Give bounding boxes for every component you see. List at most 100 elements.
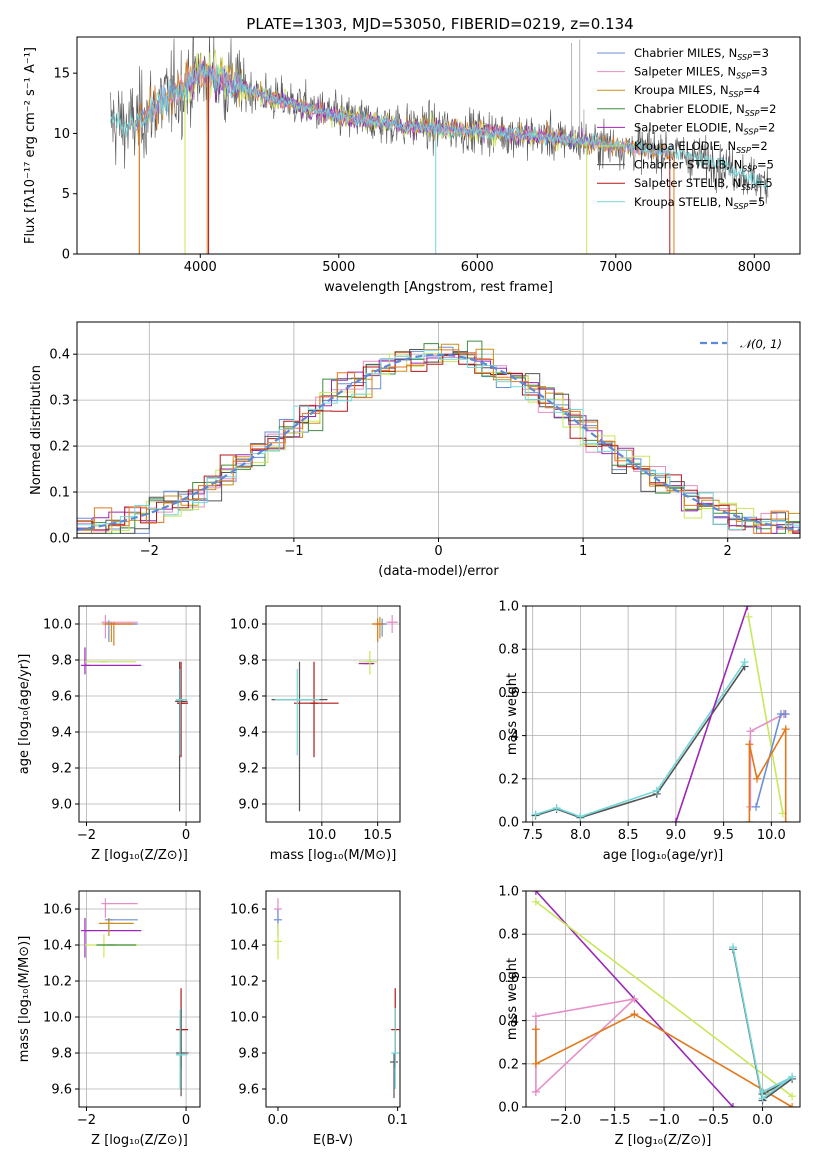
y-tick-label: 10.6	[230, 903, 259, 918]
y-tick-label: 0.4	[498, 1014, 519, 1029]
y-tick-label: 0.4	[498, 729, 519, 744]
weight-marker	[531, 1025, 540, 1034]
legend-label: Chabrier STELIB, NSSP=5	[634, 158, 774, 174]
weight-marker	[576, 812, 585, 821]
y-tick-label: 9.8	[238, 1047, 259, 1062]
y-tick-label: 9.2	[51, 762, 72, 777]
plot-area	[531, 891, 797, 1107]
weight-marker	[743, 606, 752, 610]
gaussian-curve	[77, 353, 800, 531]
y-tick-label: 10.4	[43, 939, 72, 954]
y-tick-label: 0.0	[498, 1101, 519, 1116]
legend-label: Chabrier MILES, NSSP=3	[634, 46, 769, 62]
x-tick-label: 10.0	[757, 828, 786, 843]
x-axis-label: mass [log₁₀(M/M⊙)]	[270, 848, 397, 863]
x-tick-label: 5000	[322, 260, 355, 275]
x-tick-label: −1	[284, 544, 303, 559]
axes-frame	[265, 890, 401, 1108]
y-tick-label: 10.2	[230, 975, 259, 990]
spectrum-line	[109, 62, 768, 190]
weight-marker	[788, 1092, 797, 1101]
legend-subscript: SSP	[742, 165, 757, 174]
y-tick-label: 9.0	[238, 798, 259, 813]
x-axis-label: (data-model)/error	[378, 564, 499, 579]
legend-subscript: SSP	[741, 183, 756, 192]
y-tick-label: 10.0	[43, 1011, 72, 1026]
legend-label: Salpeter STELIB, NSSP=5	[634, 176, 773, 192]
legend-subscript: SSP	[736, 72, 751, 81]
y-tick-label: 1.0	[498, 600, 519, 615]
y-tick-label: 0.1	[49, 486, 70, 501]
x-tick-label: 8000	[738, 260, 771, 275]
x-axis-label: E(B-V)	[313, 1133, 353, 1148]
weight-marker	[788, 1103, 797, 1107]
axes-frame	[78, 605, 201, 823]
axes-frame	[265, 605, 401, 823]
legend-count: =5	[748, 195, 765, 209]
panel-5: −2 0 9.6 9.8 10.0 10.2 10.4 10.6 Z [log₁₀(Z/Z⊙)]…	[17, 890, 201, 1148]
x-tick-label: 7000	[599, 260, 632, 275]
weight-marker	[753, 774, 762, 783]
weight-line	[535, 661, 746, 818]
plot-area	[77, 340, 800, 538]
y-tick-label: 0.0	[498, 816, 519, 831]
legend-count: =2	[758, 120, 775, 134]
y-tick-label: 10.6	[43, 903, 72, 918]
y-tick-label: 9.8	[51, 654, 72, 669]
x-tick-label: 7.5	[522, 828, 543, 843]
y-tick-label: 5	[62, 187, 70, 202]
y-tick-label: 9.6	[51, 1083, 72, 1098]
y-tick-label: 0.6	[498, 971, 519, 986]
weight-line	[535, 666, 746, 819]
plot-area	[80, 898, 189, 1097]
weight-marker	[652, 786, 661, 795]
y-axis-label: Normed distribution	[29, 365, 44, 495]
legend-label: Kroupa MILES, NSSP=4	[634, 83, 760, 99]
x-tick-label: −1.5	[599, 1113, 631, 1128]
weight-marker	[758, 1087, 767, 1096]
legend-subscript: SSP	[729, 90, 744, 99]
weight-marker	[552, 803, 561, 812]
legend-count: =5	[756, 176, 773, 190]
y-tick-label: 0	[62, 248, 70, 263]
weight-marker	[728, 1103, 737, 1107]
x-tick-label: −1.0	[648, 1113, 680, 1128]
x-tick-label: 9.0	[666, 828, 687, 843]
x-tick-label: −2	[77, 828, 96, 843]
y-axis-label: mass [log₁₀(M/M⊙)]	[17, 936, 32, 1063]
y-tick-label: 0.4	[49, 348, 70, 363]
weight-marker	[531, 1087, 540, 1096]
y-tick-label: 0.2	[498, 1057, 519, 1072]
histogram-step	[77, 349, 800, 538]
legend-count: =3	[752, 46, 769, 60]
legend-subscript: SSP	[734, 202, 749, 211]
weight-marker	[531, 810, 540, 819]
x-axis-label: wavelength [Angstrom, rest frame]	[324, 280, 553, 295]
x-tick-label: 6000	[461, 260, 494, 275]
x-tick-label: −0.5	[697, 1113, 729, 1128]
weight-line	[535, 901, 793, 1097]
y-tick-label: 9.6	[238, 690, 259, 705]
y-axis-label: Flux [fλ10⁻¹⁷ erg cm⁻² s⁻¹ A⁻¹]	[23, 47, 38, 244]
x-tick-label: −2	[77, 1113, 96, 1128]
legend-label: Salpeter ELODIE, NSSP=2	[634, 120, 775, 136]
y-tick-label: 0.2	[498, 772, 519, 787]
x-axis-label: Z [log₁₀(Z/Z⊙)]	[91, 1133, 188, 1148]
weight-marker	[728, 943, 737, 952]
weight-line	[675, 606, 749, 822]
plot-area	[109, 37, 769, 254]
x-tick-label: 10.0	[307, 828, 336, 843]
y-axis-label: mass weight	[505, 673, 520, 755]
weight-line	[747, 616, 784, 814]
x-tick-label: 1	[579, 544, 587, 559]
legend-label: Kroupa STELIB, NSSP=5	[634, 195, 765, 211]
y-tick-label: 0.8	[498, 643, 519, 658]
axes-frame	[525, 890, 801, 1108]
y-tick-label: 15	[53, 67, 70, 82]
weight-marker	[531, 1012, 540, 1021]
panel-3: 10.0 10.5 9.0 9.2 9.4 9.6 9.8 10.0 mass [log₁₀(M…	[230, 605, 401, 863]
panel-6: 0.0 0.1 9.6 9.8 10.0 10.2 10.4 10.6 E(B-V)	[230, 890, 408, 1148]
y-tick-label: 10.0	[230, 1011, 259, 1026]
legend-subscript: SSP	[744, 127, 759, 136]
